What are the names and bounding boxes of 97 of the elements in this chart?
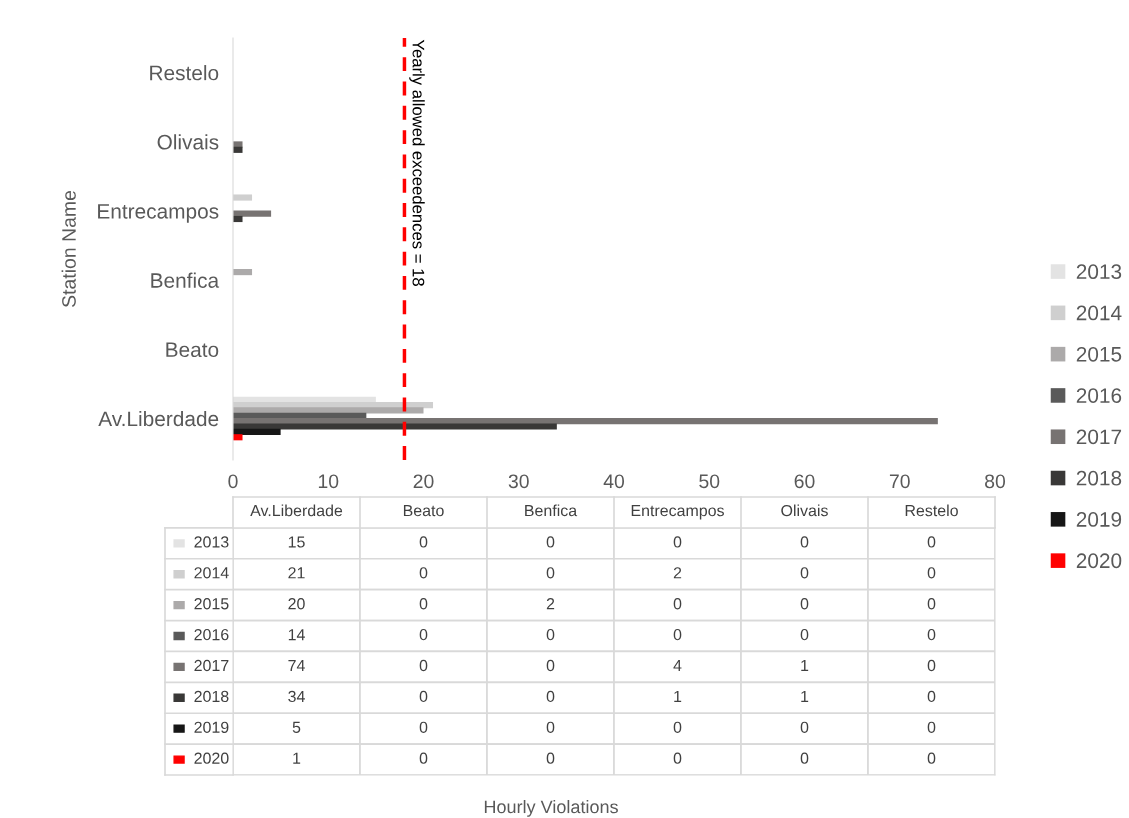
data-label: 0 xyxy=(419,628,428,641)
bar xyxy=(233,418,938,425)
data-label: 0 xyxy=(673,721,682,733)
text: 2016 xyxy=(1076,388,1122,403)
text: 2014 xyxy=(1076,305,1122,321)
x-tick-label: 80 xyxy=(985,474,1006,489)
data-label: 1 xyxy=(801,660,809,672)
x-tick-label: Restelo xyxy=(905,504,958,517)
data-label: 20 xyxy=(288,598,305,610)
text: 2013 xyxy=(1076,264,1122,280)
data-label: 0 xyxy=(546,690,555,703)
data-label: 0 xyxy=(800,628,809,641)
legend-label: 2014 xyxy=(194,567,229,579)
data-label: 5 xyxy=(292,721,301,733)
x-tick-label: 0 xyxy=(228,474,238,489)
x-tick-label: 50 xyxy=(699,474,720,489)
bar xyxy=(233,269,253,276)
data-label: 74 xyxy=(288,660,305,672)
x-tick-label: 60 xyxy=(794,474,815,489)
x-tick-label: Av.Liberdade xyxy=(250,504,343,517)
data-label: 0 xyxy=(927,598,936,610)
data-label: 0 xyxy=(419,721,428,733)
data-label: 0 xyxy=(419,598,428,610)
legend-label: 2016 xyxy=(194,628,229,641)
x-tick-label: Olivais xyxy=(781,504,828,517)
data-label: 0 xyxy=(673,752,682,764)
text: 2018 xyxy=(1076,470,1122,486)
data-label: 0 xyxy=(419,690,428,703)
data-label: 2 xyxy=(673,567,682,579)
data-label: 0 xyxy=(800,536,809,548)
bar xyxy=(233,434,243,441)
data-label: 0 xyxy=(419,659,428,672)
data-label: 0 xyxy=(927,536,936,548)
bar xyxy=(233,215,243,223)
data-label: 0 xyxy=(800,721,809,733)
data-label: 1 xyxy=(674,690,682,702)
data-label: 14 xyxy=(288,629,305,641)
data-label: 0 xyxy=(546,628,555,641)
bar xyxy=(233,146,243,153)
bar xyxy=(233,407,424,414)
text: 2019 xyxy=(1076,512,1122,527)
legend-label: 2019 xyxy=(194,721,229,733)
data-label: 0 xyxy=(546,536,555,548)
legend-label: 2013 xyxy=(194,536,229,548)
y-tick-label: Olivais xyxy=(157,134,219,150)
bar xyxy=(233,428,281,435)
legend-label: 2018 xyxy=(194,690,229,703)
text: 2017 xyxy=(194,659,229,672)
x-tick-label: 10 xyxy=(318,474,339,489)
data-label: 0 xyxy=(419,536,428,548)
y-tick-label: Benfica xyxy=(151,272,220,288)
x-tick-label: Entrecampos xyxy=(631,505,724,520)
data-label: 0 xyxy=(927,690,936,703)
x-tick-label: Benfica xyxy=(525,504,578,517)
y-tick-label: Beato xyxy=(166,342,219,358)
text: 2015 xyxy=(1076,346,1122,362)
y-tick-label: Entrecampos xyxy=(98,204,219,223)
legend-label: 2017 xyxy=(1076,429,1122,445)
data-label: 1 xyxy=(801,690,809,702)
y-tick-label: Restelo xyxy=(150,65,219,81)
text: 2020 xyxy=(1076,553,1122,569)
data-label: 0 xyxy=(927,752,936,764)
data-label: 1 xyxy=(293,752,301,764)
data-label: 21 xyxy=(288,567,305,579)
data-label: 0 xyxy=(673,628,682,641)
data-label: 0 xyxy=(419,752,428,764)
ref-line-label: Yearly allowed exceedences = 18 xyxy=(409,39,425,286)
data-label: 0 xyxy=(546,721,555,733)
data-label: 0 xyxy=(800,567,809,579)
data-label: 0 xyxy=(546,659,555,672)
data-label: 0 xyxy=(800,752,809,764)
data-label: 0 xyxy=(673,536,682,548)
legend-label: 2015 xyxy=(194,598,229,610)
data-label: 0 xyxy=(927,721,936,733)
x-axis-title: Hourly Violations xyxy=(484,800,618,817)
y-tick-label: Av.Liberdade xyxy=(98,410,219,427)
bar xyxy=(233,423,557,430)
x-tick-label: 20 xyxy=(413,474,434,489)
y-axis-title: Station Name xyxy=(61,190,76,308)
data-label: 0 xyxy=(927,567,936,579)
x-tick-label: Beato xyxy=(403,505,444,517)
data-label: 0 xyxy=(419,567,428,579)
bar xyxy=(233,210,272,217)
data-label: 0 xyxy=(546,567,555,579)
data-label: 0 xyxy=(673,598,682,610)
data-label: 15 xyxy=(288,536,305,548)
x-tick-label: 30 xyxy=(508,474,529,489)
data-label: 0 xyxy=(927,659,936,672)
data-label: 0 xyxy=(800,598,809,610)
data-label: 0 xyxy=(927,628,936,641)
data-label: 2 xyxy=(546,598,555,610)
legend-label: 2020 xyxy=(194,752,229,764)
data-label: 0 xyxy=(546,752,555,764)
x-tick-label: 40 xyxy=(603,474,625,489)
data-label: 4 xyxy=(673,660,682,672)
data-label: 34 xyxy=(288,690,305,703)
x-tick-label: 70 xyxy=(889,474,910,489)
